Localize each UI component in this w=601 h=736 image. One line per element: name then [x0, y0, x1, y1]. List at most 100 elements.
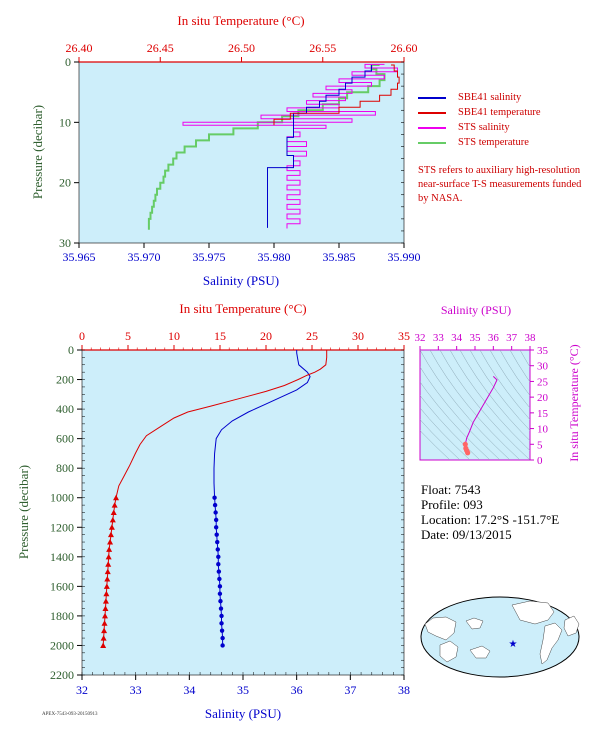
- salinity-point: [220, 635, 225, 641]
- main-y-tick-label: 0: [68, 343, 74, 357]
- temperature-point: [100, 642, 107, 648]
- main-y-tick-label: 600: [56, 432, 74, 446]
- legend-label: STS salinity: [458, 122, 510, 133]
- ts-plot-area: [419, 349, 531, 461]
- salinity-point: [216, 554, 221, 560]
- temperature-point: [100, 635, 107, 641]
- upper-y-tick-label: 20: [59, 176, 71, 190]
- ts-isopycnal: [499, 350, 530, 396]
- temperature-point: [111, 502, 118, 508]
- ts-top-tick-label: 38: [525, 332, 537, 344]
- temperature-point: [110, 509, 117, 515]
- upper-ticks: 26.40 26.45 26.50 26.55 26.60 35.965 35.970 35.…: [59, 41, 421, 264]
- temperature-point: [102, 605, 109, 612]
- main-y-axis-label: Pressure (decibar): [16, 465, 31, 559]
- ts-y-tick-label: 35: [537, 345, 549, 357]
- main-chart: 0 5 10 15 20 25 30 35 32 33 34 35 36 37 38 0 200 400 600 80…: [16, 301, 410, 721]
- salinity-point: [217, 584, 223, 589]
- ts-top-tick-label: 33: [433, 332, 445, 344]
- legend-item-sbe41-salinity: SBE41 salinity: [418, 90, 541, 105]
- main-y-tick-label: 2000: [50, 638, 74, 652]
- ts-isopycnal: [519, 350, 530, 368]
- upper-series-sbe41-temperature: [273, 64, 400, 126]
- main-y-tick-label: 1800: [50, 609, 74, 623]
- ts-y-tick-label: 0: [537, 455, 543, 467]
- ts-top-axis-label: Salinity (PSU): [441, 303, 511, 317]
- upper-series-sts-salinity: [182, 63, 398, 229]
- ts-isopycnal: [489, 350, 530, 409]
- upper-top-tick-label: 26.60: [391, 41, 418, 55]
- main-bottom-tick-label: 35: [237, 683, 249, 697]
- main-top-tick-label: 10: [168, 329, 180, 343]
- salinity-point: [215, 539, 220, 545]
- salinity-point: [213, 525, 219, 530]
- ts-isopycnal: [449, 350, 530, 451]
- legend-label: SBE41 salinity: [458, 92, 522, 103]
- footer-code: APEX-7543-093-20150913: [42, 712, 98, 717]
- salinity-point: [212, 495, 217, 500]
- main-top-tick-label: 30: [352, 329, 364, 343]
- main-bottom-tick-label: 33: [130, 683, 142, 697]
- world-map: ★: [420, 596, 580, 678]
- legend-swatch: [418, 126, 446, 129]
- upper-series: [147, 63, 400, 230]
- temperature-point: [107, 539, 114, 545]
- salinity-point: [219, 613, 224, 619]
- main-y-tick-label: 1600: [50, 579, 74, 593]
- upper-y-tick-label: 0: [65, 55, 71, 69]
- map-float-marker: ★: [509, 639, 518, 650]
- salinity-point: [220, 643, 225, 648]
- legend-swatch: [418, 96, 446, 99]
- ts-isopycnal: [459, 350, 530, 442]
- upper-y-tick-label: 10: [59, 115, 71, 129]
- salinity-point: [217, 591, 223, 596]
- temperature-point: [109, 516, 116, 523]
- ts-y-tick-label: 5: [537, 439, 543, 451]
- upper-bottom-tick-label: 35.975: [193, 250, 226, 264]
- upper-top-tick-label: 26.55: [309, 41, 336, 55]
- salinity-point: [212, 502, 218, 508]
- main-bottom-axis-label: Salinity (PSU): [205, 706, 281, 721]
- upper-bottom-axis-label: Salinity (PSU): [203, 273, 279, 288]
- upper-bottom-tick-label: 35.970: [128, 250, 161, 264]
- upper-bottom-tick-label: 35.965: [63, 250, 96, 264]
- main-bottom-tick-label: 38: [398, 683, 410, 697]
- main-y-tick-label: 200: [56, 373, 74, 387]
- ts-isopycnal: [469, 350, 530, 431]
- ts-y-tick-label: 15: [537, 408, 549, 420]
- ts-top-tick-label: 34: [451, 332, 463, 344]
- salinity-point: [215, 547, 220, 552]
- profile-date: Date: 09/13/2015: [421, 527, 512, 542]
- main-bottom-tick-label: 34: [183, 683, 195, 697]
- temperature-point: [105, 553, 112, 560]
- upper-y-axis-label: Pressure (decibar): [30, 105, 45, 199]
- ts-y-tick-label: 25: [537, 376, 549, 388]
- main-bottom-tick-label: 37: [344, 683, 356, 697]
- salinity-point: [217, 576, 222, 582]
- temperature-point: [102, 598, 109, 604]
- ts-diagram: 32 33 34 35 36 37 38 0 5 10 15 20 25 30 35 Salinity (P…: [415, 303, 582, 467]
- legend-item-sbe41-temperature: SBE41 temperature: [418, 105, 541, 120]
- profile-number: Profile: 093: [421, 497, 483, 512]
- upper-bottom-tick-label: 35.985: [323, 250, 356, 264]
- upper-bottom-tick-label: 35.980: [258, 250, 291, 264]
- upper-series-sts-temperature: [147, 64, 386, 230]
- ts-y-tick-label: 30: [537, 361, 549, 373]
- main-y-tick-label: 800: [56, 461, 74, 475]
- main-y-tick-label: 2200: [50, 668, 74, 682]
- upper-series-sbe41-salinity: [267, 65, 372, 228]
- upper-plot-area: [78, 61, 405, 244]
- ts-y-tick-label: 20: [537, 392, 549, 404]
- main-top-tick-label: 35: [398, 329, 410, 343]
- salinity-point: [214, 532, 219, 537]
- main-top-axis-label: In situ Temperature (°C): [179, 301, 306, 316]
- salinity-point: [219, 628, 225, 633]
- main-y-tick-label: 1400: [50, 550, 74, 564]
- ts-y-axis-label: In situ Temperature (°C): [567, 344, 581, 461]
- temperature-point: [106, 546, 113, 552]
- ts-isopycnal: [509, 350, 530, 383]
- upper-top-tick-label: 26.40: [66, 41, 93, 55]
- legend-swatch: [418, 141, 446, 144]
- float-location: Location: 17.2°S -151.7°E: [421, 512, 560, 527]
- ts-isopycnal: [420, 407, 471, 460]
